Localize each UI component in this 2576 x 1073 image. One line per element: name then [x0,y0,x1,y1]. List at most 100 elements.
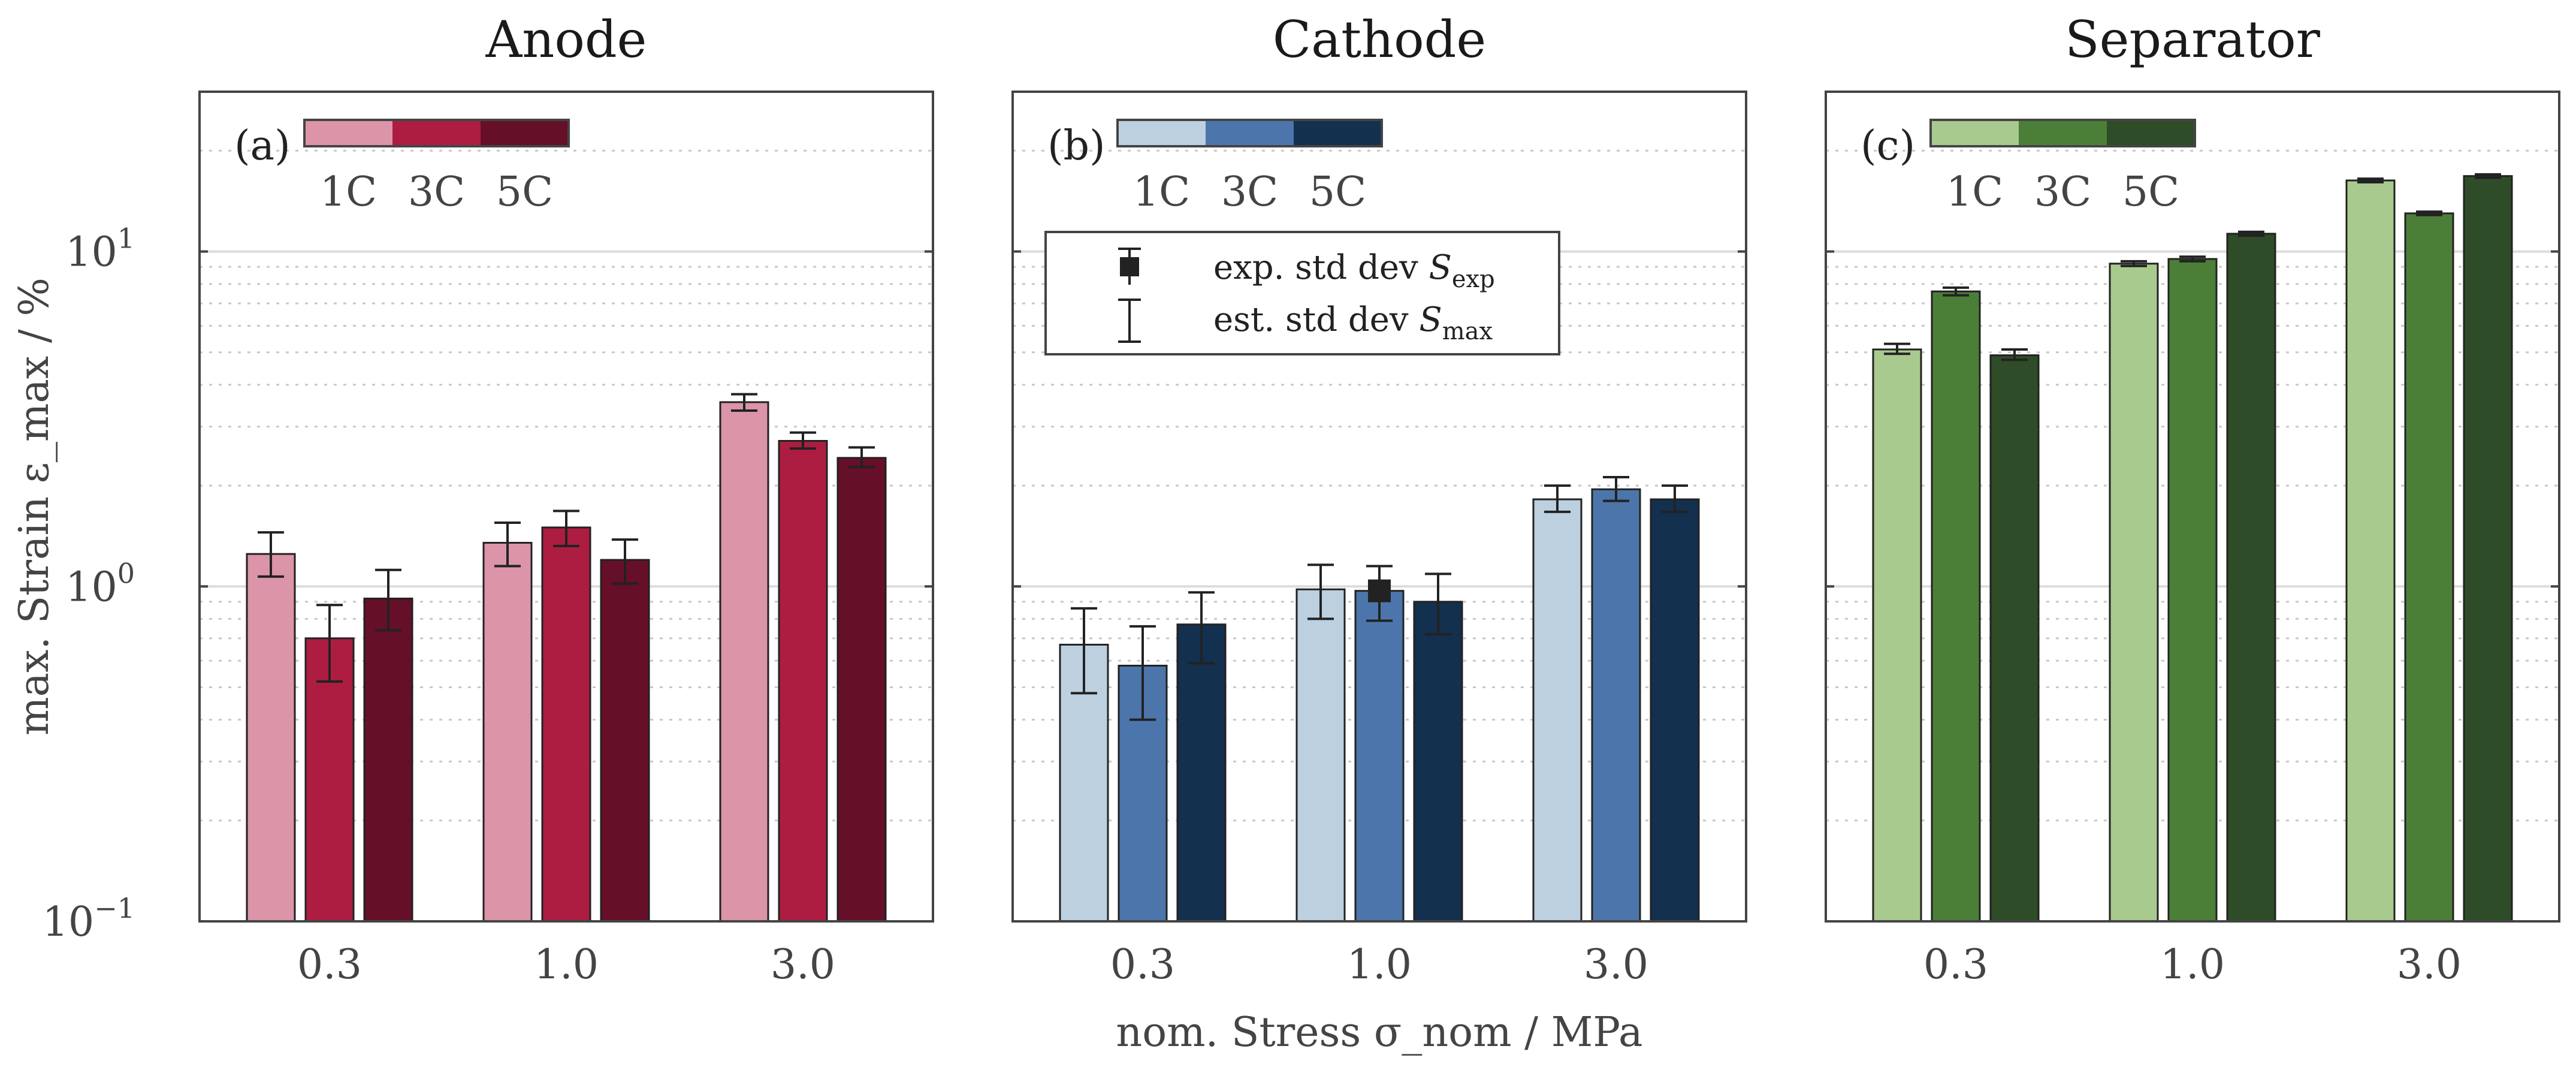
colorbar-segment-5c [2107,120,2195,146]
y-tick-label: 101 [65,222,135,276]
error-bar [2238,230,2264,237]
bar-anode-3c-3.0 [778,439,828,923]
x-tick-label: 1.0 [534,941,599,988]
colorbar-segment-1c [1931,120,2019,146]
x-tick-label: 0.3 [1923,941,1988,988]
colorbar-frame [303,119,570,147]
error-bar [848,446,875,469]
bar-separator-3c-3.0 [2404,212,2454,923]
colorbar-label: 5C [1309,168,1366,216]
colorbar-label: 5C [496,168,553,216]
std-dev-legend: exp. std dev Sexp est. std dev Smax [1044,231,1560,355]
legend-est-label: est. std dev Smax [1213,300,1493,345]
bar-separator-5c-3.0 [2463,175,2513,923]
error-bar [2121,260,2147,267]
x-tick-label: 0.3 [1110,941,1175,988]
bar-cathode-5c-1.0 [1413,601,1463,923]
y-tick-base: 10 [65,563,117,611]
error-bar [316,604,343,683]
rate-colorbar: 1C 3C 5C [1929,119,2196,216]
colorbar-label: 1C [320,168,377,216]
error-bar [553,510,579,547]
error-bar [494,521,521,568]
y-axis-label: max. Strain ε_max / % [11,278,58,736]
panel-label: (b) [1047,122,1106,170]
colorbar-segment-3c [1206,120,1294,146]
y-tick-base: 10 [43,899,95,946]
error-bar [1307,563,1334,620]
error-bar [1425,572,1451,635]
legend-est-text: est. std dev [1213,300,1419,339]
error-bar [1662,484,1688,513]
y-tick-label: 10−1 [43,892,135,946]
bar-anode-1c-3.0 [719,401,769,923]
x-axis-label: nom. Stress σ_nom / MPa [1116,1009,1642,1056]
legend-exp-text: exp. std dev [1213,248,1429,287]
bar-anode-5c-1.0 [600,559,650,923]
legend-est-symbol: S [1419,300,1442,339]
colorbar-frame [1116,119,1383,147]
plot-frame [198,91,934,923]
legend-box [1044,231,1560,355]
bar-cathode-1c-1.0 [1295,588,1346,923]
colorbar-segment-5c [1294,120,1382,146]
panel-title: Anode [485,10,647,69]
legend-est-subscript: max [1442,318,1493,345]
y-tick-exponent: 0 [117,557,135,589]
legend-exp-symbol: S [1429,248,1452,287]
exp-std-marker [1368,579,1391,602]
colorbar-label: 3C [1221,168,1278,216]
bar-anode-1c-1.0 [482,541,533,923]
error-bar [612,538,638,585]
bar-cathode-5c-3.0 [1650,498,1700,923]
colorbar-label: 5C [2122,168,2179,216]
bar-anode-5c-0.3 [363,598,413,923]
x-tick-label: 1.0 [2160,941,2225,988]
error-bar [2416,210,2442,216]
colorbar-segment-3c [392,120,481,146]
error-bar [258,531,284,578]
error-bar [375,568,401,632]
panel-cathode: 0.3 1.0 3.0 Cathode (b) 1C 3C 5C exp. std dev Se… [1011,10,1747,988]
legend-exp-marker [1120,257,1139,276]
panel-label: (a) [234,122,291,170]
bar-cathode-5c-0.3 [1176,623,1227,923]
bar-anode-5c-3.0 [836,457,887,923]
colorbar-label: 1C [1946,168,2003,216]
rate-colorbar: 1C 3C 5C [303,119,570,216]
bar-separator-3c-1.0 [2167,258,2218,923]
colorbar-segment-1c [1118,120,1206,146]
bar-anode-1c-0.3 [246,553,296,923]
plot-frame [1011,91,1747,923]
error-bar [2357,177,2384,184]
error-bar [731,393,757,412]
error-bar [1884,342,1910,355]
rate-colorbar: 1C 3C 5C [1116,119,1383,216]
colorbar-label: 3C [2034,168,2091,216]
legend-exp-label: exp. std dev Sexp [1213,248,1495,293]
error-bar [1544,484,1571,513]
colorbar-label: 1C [1133,168,1190,216]
plot-frame [1825,91,2560,923]
panel-title: Cathode [1273,10,1486,69]
x-tick-label: 3.0 [771,941,835,988]
bar-separator-3c-0.3 [1931,290,1981,923]
y-tick-exponent: 1 [117,222,135,255]
error-bar [2179,255,2206,263]
colorbar-segment-3c [2019,120,2107,146]
colorbar-frame [1929,119,2196,147]
error-bar [1603,475,1629,502]
bar-separator-1c-3.0 [2345,179,2396,923]
bar-separator-5c-0.3 [1989,354,2040,923]
panel-label: (c) [1861,122,1915,170]
legend-exp-subscript: exp [1452,266,1495,293]
error-bar [1071,607,1097,695]
error-bar [1943,286,1969,297]
error-bar [1130,625,1156,721]
bar-cathode-1c-3.0 [1532,498,1583,923]
x-tick-label: 3.0 [2397,941,2462,988]
y-tick-label: 100 [65,557,135,611]
colorbar-label: 3C [408,168,465,216]
bar-separator-1c-0.3 [1872,348,1922,923]
